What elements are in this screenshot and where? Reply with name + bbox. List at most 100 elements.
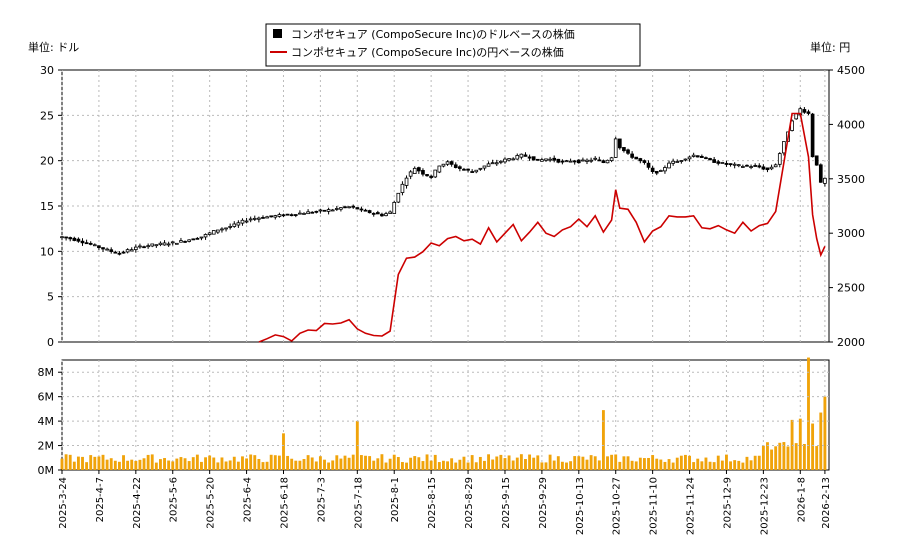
- volume-bar: [720, 460, 724, 470]
- candle-body: [380, 213, 384, 217]
- candle-body: [293, 214, 298, 216]
- candle-body: [519, 153, 524, 158]
- volume-bar: [298, 460, 302, 470]
- volume-bar: [396, 457, 400, 470]
- volume-bar: [220, 457, 224, 470]
- candle-body: [417, 167, 421, 172]
- volume-bar: [614, 454, 618, 470]
- volume-bar: [811, 423, 815, 470]
- candle-body: [400, 183, 405, 193]
- volume-bar: [659, 459, 663, 470]
- volume-bar: [101, 454, 105, 470]
- candle-body: [363, 209, 368, 212]
- volume-bar: [261, 462, 265, 470]
- volume-bar: [647, 457, 650, 470]
- volume-bar: [519, 454, 523, 470]
- volume-bar: [815, 446, 819, 470]
- candle-body: [138, 245, 142, 248]
- volume-bar: [253, 455, 257, 470]
- volume-bar: [167, 460, 171, 470]
- candle-body: [162, 242, 167, 246]
- candle-body: [277, 214, 282, 217]
- volume-bar: [265, 461, 269, 470]
- volume-bar: [97, 456, 101, 470]
- candle-body: [515, 155, 520, 160]
- candle-body: [404, 177, 409, 186]
- candle-body: [322, 209, 327, 212]
- y-left-tick-label: 20: [40, 155, 54, 168]
- x-tick-label: 2025-4-7: [95, 477, 106, 522]
- volume-bar: [684, 454, 687, 470]
- volume-bar: [310, 457, 314, 470]
- candle-body: [818, 164, 823, 183]
- volume-bar: [113, 460, 117, 470]
- candle-body: [203, 234, 208, 238]
- y-right-tick-label: 2000: [837, 336, 865, 349]
- candle-body: [609, 157, 614, 161]
- candle-body: [146, 245, 150, 248]
- volume-bar: [560, 461, 564, 470]
- volume-bar: [384, 462, 388, 470]
- candle-body: [199, 236, 204, 239]
- volume-bar: [437, 462, 441, 470]
- volume-bar: [359, 455, 363, 470]
- candle-body: [421, 170, 425, 175]
- volume-bar: [708, 461, 712, 470]
- candle-body: [88, 242, 93, 245]
- candle-body: [802, 109, 807, 113]
- candle-body: [617, 138, 622, 149]
- volume-bar: [277, 455, 281, 470]
- candle-body: [326, 209, 331, 212]
- candle-body: [97, 245, 101, 249]
- candle-body: [429, 175, 433, 178]
- volume-bar: [89, 455, 93, 470]
- volume-bar: [376, 458, 380, 470]
- candle-body: [560, 160, 565, 163]
- volume-bar: [191, 457, 195, 470]
- legend-marker-usd: [273, 29, 282, 38]
- candle-body: [117, 252, 122, 255]
- candle-body: [511, 158, 516, 161]
- candle-body: [814, 155, 819, 166]
- candle-body: [310, 211, 315, 214]
- candle-body: [240, 219, 245, 224]
- volume-bar: [372, 460, 376, 470]
- candle-body: [252, 217, 257, 220]
- volume-bar: [163, 458, 166, 470]
- volume-bar: [700, 461, 704, 470]
- volume-bar: [159, 459, 162, 470]
- candle-body: [375, 212, 380, 215]
- candle-body: [133, 246, 138, 250]
- candle-body: [367, 210, 372, 214]
- candle-body: [458, 166, 462, 169]
- candle-body: [523, 154, 528, 157]
- candle-body: [412, 167, 417, 174]
- candle-body: [474, 169, 479, 173]
- candle-body: [658, 170, 663, 172]
- candle-body: [806, 111, 811, 114]
- volume-bar: [130, 459, 134, 470]
- volume-bar: [200, 461, 203, 470]
- candle-body: [695, 155, 700, 158]
- candle-body: [302, 213, 306, 215]
- volume-bar: [483, 460, 486, 470]
- candle-body: [453, 164, 458, 168]
- volume-bar: [212, 457, 216, 470]
- volume-bar: [142, 458, 146, 470]
- volume-bar: [72, 461, 76, 470]
- volume-bar: [569, 461, 573, 470]
- candle-body: [642, 160, 647, 163]
- volume-bar: [749, 460, 753, 470]
- candle-body: [671, 160, 675, 164]
- y-right-tick-label: 3000: [837, 227, 865, 240]
- price-panel-frame: [61, 69, 830, 343]
- volume-bar: [450, 458, 454, 470]
- jpy-price-line: [258, 112, 826, 343]
- candle-body: [527, 156, 532, 159]
- candle-body: [187, 239, 191, 242]
- candle-body: [548, 158, 552, 161]
- candle-body: [478, 167, 483, 170]
- candle-body: [732, 163, 737, 166]
- volume-bar: [802, 444, 806, 470]
- candle-body: [544, 158, 548, 161]
